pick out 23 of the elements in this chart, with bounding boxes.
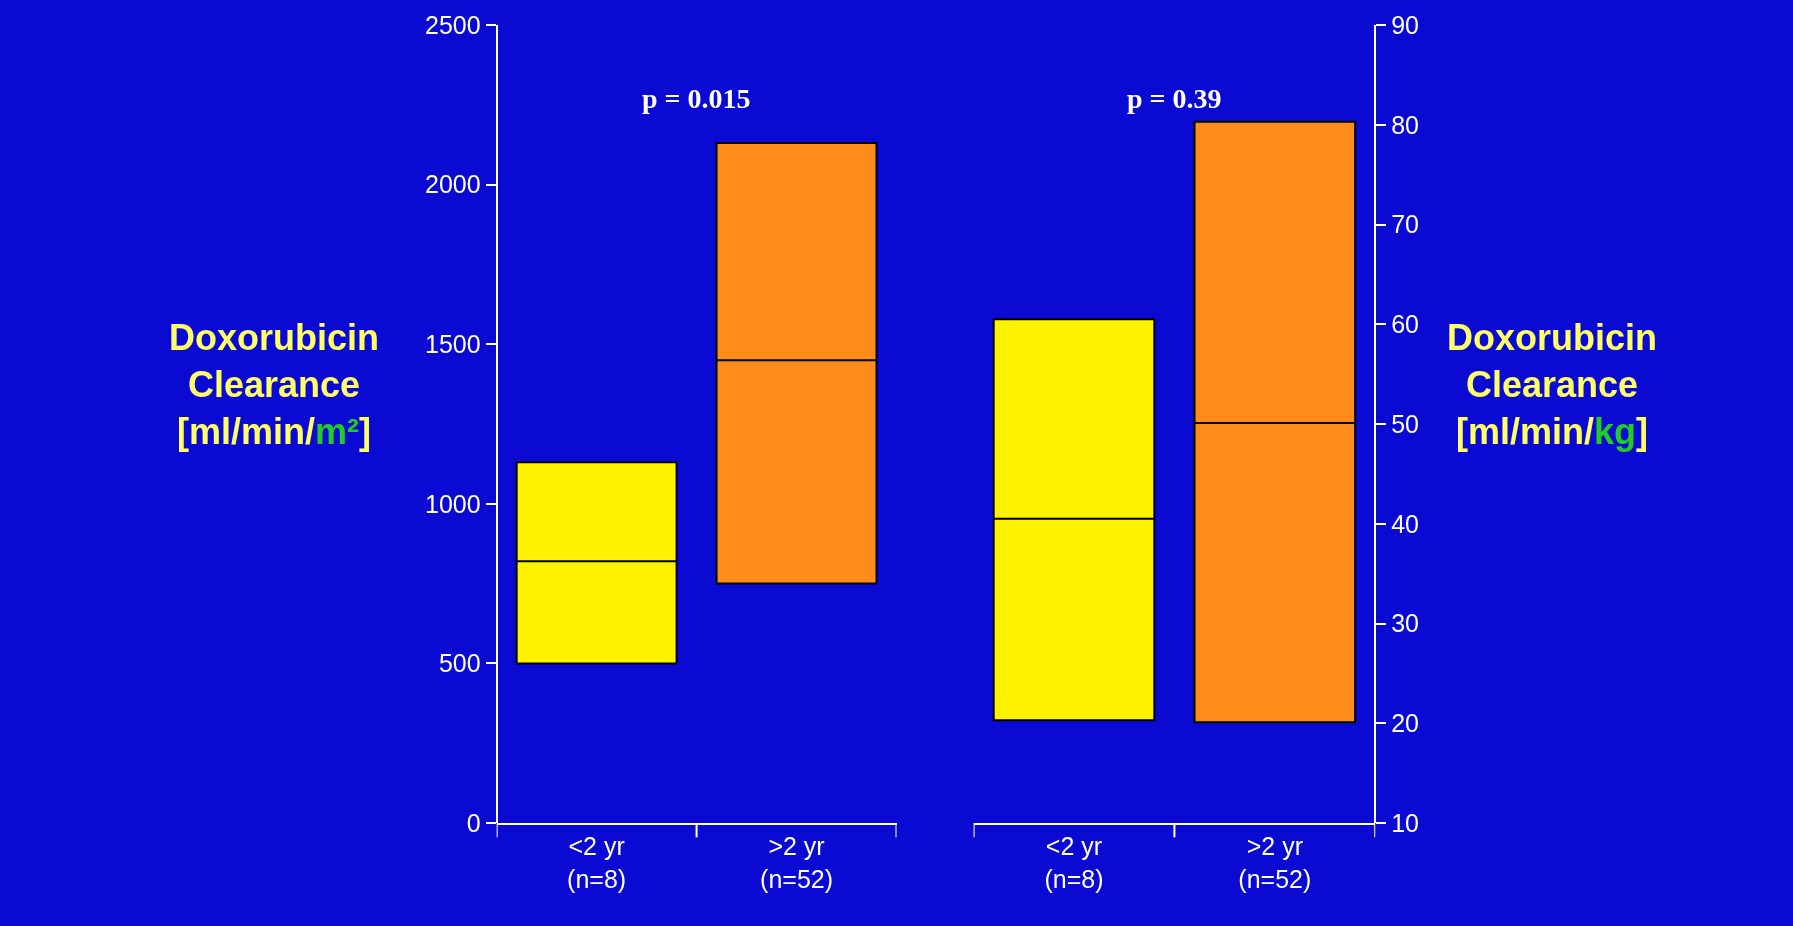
y2-axis-title: Doxorubicin Clearance [ml/min/kg]	[1447, 317, 1658, 452]
y2-tick-label: 20	[1391, 709, 1420, 737]
x-tick-label: <2 yr (n=8)	[567, 832, 627, 893]
y2-tick-label: 70	[1391, 210, 1420, 239]
y-tick-label: 0	[466, 808, 481, 837]
x-tick-label: >2 yr (n=52)	[1238, 832, 1312, 893]
y2-tick-label: 10	[1391, 808, 1420, 837]
y-tick-label: 2500	[425, 10, 481, 39]
y-tick-label: 500	[438, 649, 481, 678]
y-tick-label: 2000	[425, 170, 481, 199]
y2-tick-label: 30	[1391, 609, 1420, 638]
x-tick-label: <2 yr (n=8)	[1044, 832, 1104, 893]
y-tick-label: 1500	[425, 329, 481, 358]
y-tick-label: 1000	[425, 489, 481, 518]
x-tick-label: >2 yr (n=52)	[760, 832, 834, 893]
annotation: p = 0.39	[1127, 83, 1222, 114]
y-axis-title: Doxorubicin Clearance [ml/min/m²]	[169, 317, 380, 452]
y2-tick-label: 80	[1391, 110, 1420, 139]
y2-tick-label: 40	[1391, 509, 1420, 538]
y2-tick-label: 50	[1391, 409, 1420, 438]
annotation: p = 0.015	[642, 83, 751, 114]
y2-tick-label: 90	[1391, 10, 1420, 39]
y2-tick-label: 60	[1391, 310, 1420, 338]
